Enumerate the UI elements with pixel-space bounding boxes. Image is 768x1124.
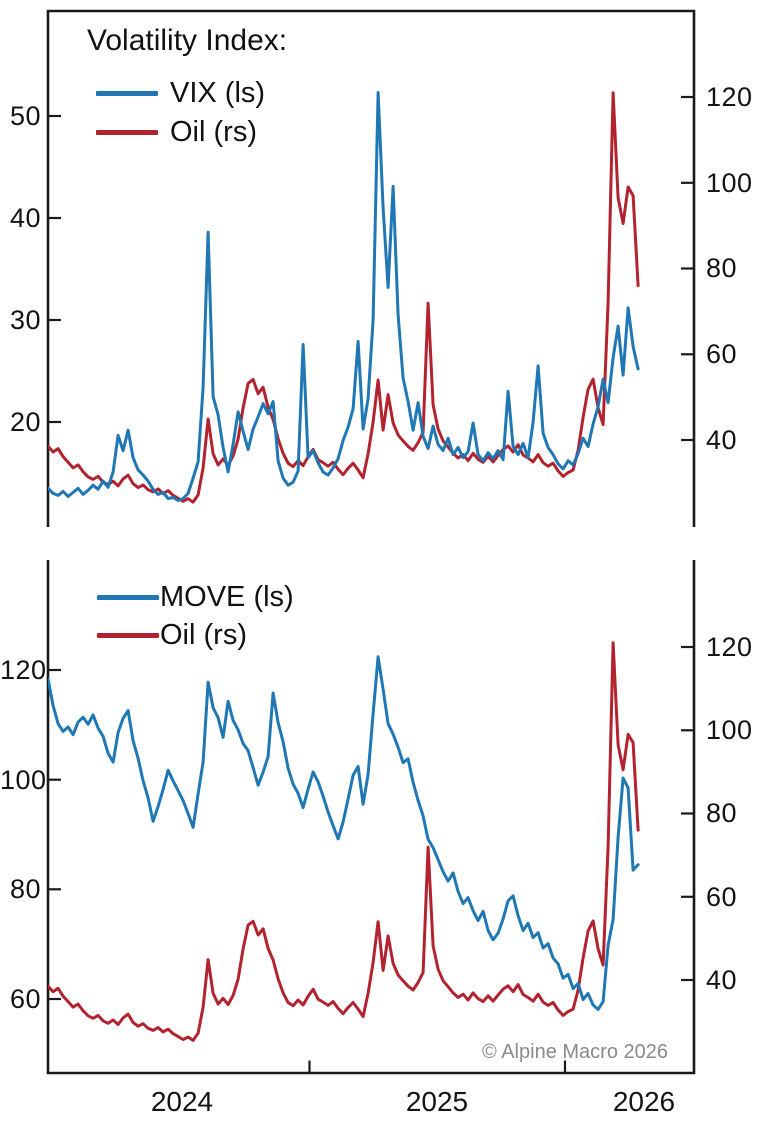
- top-right-tick-100: 100: [706, 168, 753, 198]
- move-legend-label: MOVE (ls): [160, 581, 294, 613]
- oil-legend-label-bottom: Oil (rs): [160, 619, 247, 651]
- top-left-tick-40: 40: [9, 203, 41, 233]
- top-right-tick-120: 120: [706, 82, 753, 112]
- top-right-tick-60: 60: [706, 339, 738, 369]
- x-tick-label-2024: 2024: [150, 1086, 214, 1117]
- bottom-left-tick-80: 80: [9, 874, 41, 904]
- top-legend-title: Volatility Index:: [87, 24, 288, 57]
- bottom-left-tick-120: 120: [0, 655, 47, 685]
- bottom-right-tick-120: 120: [706, 632, 753, 662]
- copyright-watermark: © Alpine Macro 2026: [482, 1041, 668, 1063]
- move-line: [48, 655, 640, 1011]
- vix-legend-label: VIX (ls): [170, 77, 266, 109]
- top-right-tick-80: 80: [706, 253, 738, 283]
- top-left-tick-30: 30: [9, 305, 41, 335]
- x-tick-label-2026: 2026: [612, 1086, 676, 1117]
- bottom-right-tick-60: 60: [706, 882, 738, 912]
- bottom-right-tick-100: 100: [706, 715, 753, 745]
- bottom-right-tick-40: 40: [706, 965, 738, 995]
- vix-line: [48, 91, 640, 502]
- top-right-axis-ticks: [681, 95, 694, 442]
- bottom-left-tick-60: 60: [9, 984, 41, 1014]
- top-left-axis-ticks: [48, 114, 61, 424]
- x-tick-label-2025: 2025: [405, 1086, 469, 1117]
- oil-legend-swatch-top: [96, 130, 158, 135]
- x-axis-ticks: [308, 1060, 567, 1073]
- top-panel-spines: [46, 9, 696, 527]
- top-right-tick-40: 40: [706, 425, 738, 455]
- oil-legend-label-top: Oil (rs): [170, 116, 257, 148]
- top-left-tick-50: 50: [9, 101, 41, 131]
- bottom-right-axis-ticks: [681, 645, 694, 982]
- top-left-tick-20: 20: [9, 407, 41, 437]
- move-legend-swatch: [97, 595, 159, 600]
- oil-legend-swatch-bottom: [97, 633, 159, 638]
- vix-legend-swatch: [96, 91, 158, 96]
- oil-line-bottom: [48, 641, 640, 1042]
- bottom-right-tick-80: 80: [706, 798, 738, 828]
- bottom-left-axis-ticks: [48, 668, 61, 1001]
- bottom-panel-spines: [46, 560, 696, 1075]
- oil-line-top: [48, 91, 640, 504]
- bottom-left-tick-100: 100: [0, 765, 47, 795]
